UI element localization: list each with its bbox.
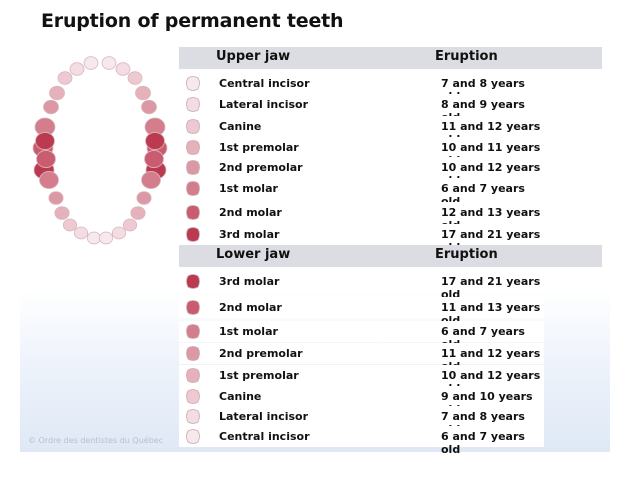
page-title: Eruption of permanent teeth: [41, 10, 344, 32]
lower-tooth: [86, 231, 102, 245]
dental-arch-diagram: [32, 56, 168, 245]
copyright-watermark: © Ordre des dentistes du Québec: [28, 436, 164, 445]
lower-tooth: [48, 191, 64, 205]
lower-tooth: [141, 171, 161, 189]
canine-icon: [184, 388, 202, 406]
lower-tooth: [73, 226, 89, 240]
second-premolar-icon: [184, 345, 202, 363]
second-molar-icon: [184, 299, 202, 317]
second-premolar-icon: [184, 159, 202, 177]
upper-eruption-label: Eruption: [435, 49, 498, 64]
first-premolar-icon: [184, 367, 202, 385]
upper-tooth-canine-icon: [57, 71, 73, 85]
central-incisor-icon: [184, 428, 202, 446]
lower-tooth: [111, 226, 127, 240]
canine-icon: [184, 118, 202, 136]
lower-tooth: [145, 132, 165, 150]
lower-tooth: [62, 218, 78, 232]
upper-tooth-central-incisor-icon: [83, 56, 99, 70]
tooth-name: 2nd premolar: [219, 161, 303, 174]
lower-tooth: [98, 231, 114, 245]
third-molar-icon: [184, 226, 202, 244]
first-premolar-icon: [184, 139, 202, 157]
upper-tooth-second-premolar-icon: [43, 99, 59, 115]
lower-jaw-header: Lower jaw Eruption: [179, 245, 602, 267]
tooth-name: 2nd molar: [219, 206, 282, 219]
upper-tooth-lateral-incisor-icon: [69, 62, 85, 76]
upper-jaw-header: Upper jaw Eruption: [179, 47, 602, 69]
lower-eruption-label: Eruption: [435, 247, 498, 262]
tooth-name: Canine: [219, 390, 262, 403]
lower-tooth: [54, 206, 70, 220]
upper-tooth-central-incisor-icon: [101, 56, 117, 70]
tooth-name: Lateral incisor: [219, 98, 309, 111]
tooth-name: 1st premolar: [219, 141, 299, 154]
lateral-incisor-icon: [184, 408, 202, 426]
lower-tooth: [35, 132, 55, 150]
lower-tooth: [130, 206, 146, 220]
tooth-name: 1st molar: [219, 325, 278, 338]
upper-tooth-first-premolar-icon: [49, 85, 65, 101]
upper-tooth-lateral-incisor-icon: [115, 62, 131, 76]
lower-tooth: [39, 171, 59, 189]
upper-tooth-first-premolar-icon: [135, 85, 151, 101]
tooth-name: Central incisor: [219, 77, 310, 90]
lower-tooth: [136, 191, 152, 205]
lateral-incisor-icon: [184, 96, 202, 114]
tooth-name: 2nd premolar: [219, 347, 303, 360]
lower-tooth: [144, 150, 164, 168]
upper-jaw-label: Upper jaw: [216, 49, 291, 64]
tooth-name: 3rd molar: [219, 275, 280, 288]
table-row: Central incisor 6 and 7 years old: [179, 426, 544, 456]
upper-tooth-canine-icon: [127, 71, 143, 85]
tooth-name: Central incisor: [219, 430, 310, 443]
upper-tooth-second-premolar-icon: [141, 99, 157, 115]
third-molar-icon: [184, 273, 202, 291]
tooth-name: 1st premolar: [219, 369, 299, 382]
lower-jaw-label: Lower jaw: [216, 247, 291, 262]
lower-tooth: [36, 150, 56, 168]
tooth-name: 1st molar: [219, 182, 278, 195]
eruption-age: 6 and 7 years old: [441, 430, 525, 456]
tooth-name: 3rd molar: [219, 228, 280, 241]
first-molar-icon: [184, 180, 202, 198]
tooth-name: Canine: [219, 120, 262, 133]
central-incisor-icon: [184, 75, 202, 93]
first-molar-icon: [184, 323, 202, 341]
tooth-name: Lateral incisor: [219, 410, 309, 423]
second-molar-icon: [184, 204, 202, 222]
tooth-name: 2nd molar: [219, 301, 282, 314]
lower-tooth: [122, 218, 138, 232]
